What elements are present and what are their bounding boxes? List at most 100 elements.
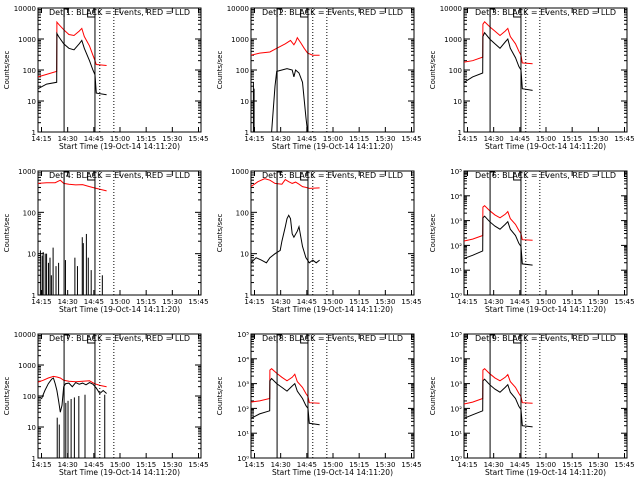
x-tick-label: 15:00 bbox=[323, 135, 343, 143]
y-tick-label: 10⁴ bbox=[237, 356, 249, 364]
x-axis-label: Start Time (19-Oct-14 14:11:20) bbox=[272, 305, 393, 314]
plot-area bbox=[251, 178, 320, 264]
x-tick-label: 14:30 bbox=[58, 135, 78, 143]
x-tick-label: 15:15 bbox=[349, 461, 369, 469]
y-tick-label: 10⁵ bbox=[450, 168, 462, 176]
x-tick-label: 15:30 bbox=[162, 298, 182, 306]
bracket-mark bbox=[276, 8, 283, 17]
plot-frame bbox=[250, 170, 415, 296]
y-tick-label: 10⁴ bbox=[450, 193, 462, 201]
y-axis-label: Counts/sec bbox=[429, 51, 437, 90]
plot-area bbox=[464, 205, 533, 266]
y-axis-label: Counts/sec bbox=[216, 377, 224, 416]
x-tick-label: 14:45 bbox=[84, 461, 104, 469]
plot-area bbox=[251, 36, 320, 132]
x-tick-label: 14:30 bbox=[271, 461, 291, 469]
x-tick-label: 15:30 bbox=[588, 461, 608, 469]
plot-frame bbox=[463, 170, 628, 296]
lld-series-line bbox=[38, 375, 107, 388]
x-tick-label: 15:30 bbox=[162, 135, 182, 143]
x-tick-label: 15:00 bbox=[536, 298, 556, 306]
bracket-mark bbox=[63, 334, 70, 343]
x-axis-label: Start Time (19-Oct-14 14:11:20) bbox=[59, 142, 180, 151]
x-tick-label: 14:30 bbox=[271, 135, 291, 143]
x-tick-label: 14:15 bbox=[31, 461, 51, 469]
legend-box-mark bbox=[87, 9, 95, 18]
x-tick-label: 14:15 bbox=[31, 135, 51, 143]
legend-box-mark bbox=[513, 9, 521, 18]
y-axis-label: Counts/sec bbox=[216, 214, 224, 253]
events-series-line bbox=[251, 68, 320, 132]
y-axis-label: Counts/sec bbox=[429, 377, 437, 416]
y-tick-label: 1 bbox=[32, 129, 36, 137]
y-axis-label: Counts/sec bbox=[3, 51, 11, 90]
y-tick-label: 1000 bbox=[444, 36, 462, 44]
x-tick-label: 15:15 bbox=[349, 135, 369, 143]
x-tick-label: 15:00 bbox=[536, 461, 556, 469]
y-tick-label: 10000 bbox=[440, 5, 462, 13]
x-tick-label: 15:15 bbox=[136, 461, 156, 469]
y-tick-label: 10 bbox=[27, 98, 36, 106]
x-tick-label: 15:15 bbox=[136, 298, 156, 306]
events-series-line bbox=[40, 377, 107, 413]
x-tick-label: 15:15 bbox=[562, 461, 582, 469]
y-tick-label: 10 bbox=[240, 98, 249, 106]
y-tick-label: 100 bbox=[23, 393, 36, 401]
x-tick-label: 15:15 bbox=[349, 298, 369, 306]
y-tick-label: 1 bbox=[458, 129, 462, 137]
x-tick-label: 15:45 bbox=[401, 135, 421, 143]
x-tick-label: 14:15 bbox=[31, 298, 51, 306]
events-series-line bbox=[464, 215, 533, 266]
x-tick-label: 15:00 bbox=[110, 135, 130, 143]
y-tick-label: 1000 bbox=[18, 36, 36, 44]
plot-frame bbox=[250, 7, 415, 133]
y-tick-label: 100 bbox=[449, 67, 462, 75]
x-tick-label: 14:30 bbox=[484, 461, 504, 469]
y-tick-label: 10000 bbox=[14, 331, 36, 339]
x-tick-label: 15:00 bbox=[536, 135, 556, 143]
y-tick-label: 100 bbox=[23, 67, 36, 75]
y-tick-label: 100 bbox=[236, 67, 249, 75]
x-tick-label: 15:30 bbox=[375, 461, 395, 469]
y-tick-label: 10³ bbox=[237, 381, 249, 389]
y-tick-label: 1000 bbox=[18, 362, 36, 370]
y-tick-label: 100 bbox=[23, 209, 36, 217]
y-tick-label: 10 bbox=[27, 251, 36, 259]
bracket-mark bbox=[63, 8, 70, 17]
legend-box-mark bbox=[300, 172, 308, 181]
y-tick-label: 10⁰ bbox=[237, 455, 249, 463]
plot-area bbox=[38, 179, 107, 295]
plot-frame bbox=[37, 7, 202, 133]
y-tick-label: 10000 bbox=[227, 5, 249, 13]
y-tick-label: 10⁰ bbox=[450, 455, 462, 463]
x-tick-label: 14:15 bbox=[244, 135, 264, 143]
y-tick-label: 10² bbox=[450, 405, 462, 413]
bracket-mark bbox=[489, 171, 496, 180]
x-tick-label: 14:45 bbox=[510, 461, 530, 469]
lld-series-line bbox=[464, 205, 533, 242]
x-tick-label: 15:45 bbox=[401, 461, 421, 469]
bracket-mark bbox=[276, 334, 283, 343]
x-tick-label: 15:45 bbox=[614, 298, 634, 306]
y-tick-label: 10³ bbox=[450, 218, 462, 226]
events-series-line bbox=[464, 378, 533, 428]
y-tick-label: 10¹ bbox=[450, 267, 462, 275]
plot-frame bbox=[250, 333, 415, 459]
x-axis-label: Start Time (19-Oct-14 14:11:20) bbox=[59, 305, 180, 314]
plot-area bbox=[251, 368, 320, 426]
plot-area bbox=[38, 20, 107, 96]
plot-area bbox=[464, 368, 533, 428]
plot-frame bbox=[463, 333, 628, 459]
x-axis-label: Start Time (19-Oct-14 14:11:20) bbox=[59, 468, 180, 477]
lld-series-line bbox=[464, 21, 533, 65]
x-tick-label: 15:00 bbox=[323, 298, 343, 306]
x-tick-label: 15:00 bbox=[110, 461, 130, 469]
y-tick-label: 1000 bbox=[18, 168, 36, 176]
plot-area bbox=[464, 21, 533, 91]
x-tick-label: 14:45 bbox=[510, 135, 530, 143]
